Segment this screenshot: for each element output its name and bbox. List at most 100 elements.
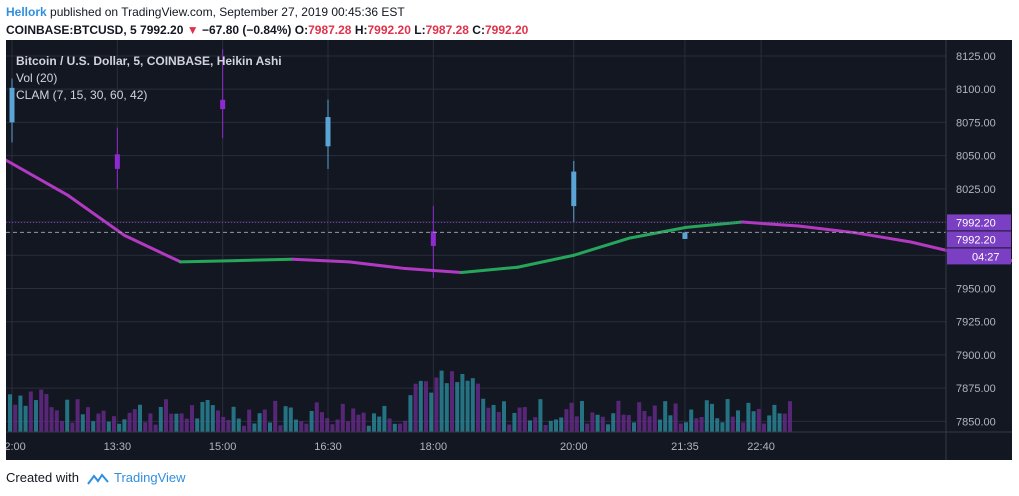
candle-body[interactable]: [571, 171, 577, 207]
volume-bar: [580, 400, 584, 432]
volume-bar: [616, 400, 621, 432]
author-link[interactable]: Hellork: [6, 5, 47, 19]
volume-bar: [626, 415, 631, 432]
x-tick-label: 13:30: [104, 441, 132, 453]
volume-bar: [205, 400, 210, 432]
y-tick-label: 7875.00: [956, 383, 996, 395]
clam-legend[interactable]: CLAM (7, 15, 30, 60, 42): [16, 88, 148, 102]
high-value: 7992.20: [367, 23, 411, 37]
ma-segment: [6, 158, 70, 197]
ma-segment: [291, 257, 351, 264]
candle-body[interactable]: [430, 231, 436, 246]
volume-bar: [86, 407, 90, 432]
volume-bar: [8, 394, 12, 432]
volume-bar: [190, 405, 194, 432]
ma-segment: [179, 259, 239, 264]
low-value: 7987.28: [425, 23, 469, 37]
volume-bar: [751, 411, 756, 432]
chart-area[interactable]: 7850.007875.007900.007925.007950.007975.…: [6, 40, 1012, 460]
volume-bar: [91, 421, 96, 432]
volume-bar: [117, 423, 122, 432]
volume-legend[interactable]: Vol (20): [16, 71, 58, 85]
volume-bar: [158, 406, 163, 432]
symbol-label: COINBASE:BTCUSD, 5: [6, 23, 137, 37]
volume-bar: [564, 409, 569, 432]
high-label: H:: [354, 23, 368, 37]
chart-canvas[interactable]: 7850.007875.007900.007925.007950.007975.…: [6, 40, 1012, 460]
series-legend[interactable]: Bitcoin / U.S. Dollar, 5, COINBASE, Heik…: [16, 54, 282, 68]
volume-bar: [481, 398, 486, 432]
y-tick-label: 7925.00: [956, 317, 996, 329]
ohlc-line: COINBASE:BTCUSD, 5 7992.20 ▼ −67.80 (−0.…: [6, 23, 528, 37]
volume-bar: [585, 423, 590, 432]
volume-bar: [309, 410, 314, 432]
volume-bar: [694, 418, 699, 432]
candle-body[interactable]: [9, 87, 15, 123]
volume-bar: [273, 400, 278, 432]
volume-bar: [28, 391, 33, 432]
volume-bar: [174, 413, 179, 432]
volume-bar: [491, 404, 496, 432]
price-label: 7992.20: [956, 217, 996, 229]
volume-bar: [65, 399, 70, 432]
volume-bar: [600, 416, 605, 432]
open-label: O:: [294, 23, 309, 37]
volume-bar: [325, 418, 330, 432]
volume-bar: [75, 399, 80, 432]
volume-bar: [351, 408, 356, 432]
volume-bar: [424, 381, 428, 432]
volume-bar: [366, 425, 371, 432]
volume-bar: [23, 405, 28, 432]
tradingview-logo-icon: [86, 472, 109, 485]
volume-bar: [143, 422, 148, 432]
ma-segment: [66, 193, 126, 237]
y-tick-label: 7950.00: [956, 283, 996, 295]
volume-bar: [340, 403, 345, 432]
volume-bar: [184, 418, 189, 432]
volume-bar: [231, 406, 236, 432]
candle-body[interactable]: [114, 154, 120, 169]
volume-bar: [746, 402, 751, 432]
volume-bar: [96, 413, 101, 432]
x-tick-label: 16:30: [314, 441, 342, 453]
ma-segment: [684, 220, 744, 229]
volume-bar: [689, 409, 694, 432]
ma-segment: [740, 220, 800, 228]
volume-bar: [439, 370, 444, 432]
candle-body[interactable]: [682, 232, 688, 239]
y-tick-label: 7850.00: [956, 416, 996, 428]
volume-bar: [101, 410, 106, 432]
volume-bar: [283, 406, 288, 432]
volume-bar: [730, 416, 735, 432]
volume-bar: [548, 420, 553, 432]
volume-bar: [767, 415, 772, 432]
y-tick-label: 8075.00: [956, 117, 996, 129]
volume-bar: [725, 399, 730, 432]
countdown-bg: [947, 248, 1011, 265]
volume-bar: [429, 392, 434, 432]
candle-body[interactable]: [220, 99, 226, 110]
volume-bar: [606, 424, 610, 432]
y-tick-label: 8125.00: [956, 51, 996, 63]
publish-line: Hellork published on TradingView.com, Se…: [6, 5, 405, 19]
volume-bar: [288, 407, 293, 432]
volume-bar: [210, 405, 215, 432]
volume-bar: [455, 382, 460, 432]
volume-bar: [486, 407, 491, 432]
candle-body[interactable]: [325, 117, 331, 147]
volume-bar: [611, 413, 616, 432]
volume-bar: [268, 422, 272, 432]
volume-bar: [153, 424, 158, 432]
volume-bar: [138, 404, 142, 432]
volume-bar: [80, 414, 85, 432]
volume-bar: [257, 413, 262, 432]
volume-bar: [70, 422, 75, 432]
volume-bar: [632, 422, 636, 432]
volume-bar: [403, 420, 408, 432]
down-arrow-icon: ▼: [186, 23, 199, 37]
volume-bar: [346, 421, 350, 432]
tradingview-brand-link[interactable]: TradingView: [114, 470, 186, 485]
volume-bar: [668, 415, 673, 432]
ma-segment: [853, 231, 913, 244]
volume-bar: [179, 413, 184, 432]
